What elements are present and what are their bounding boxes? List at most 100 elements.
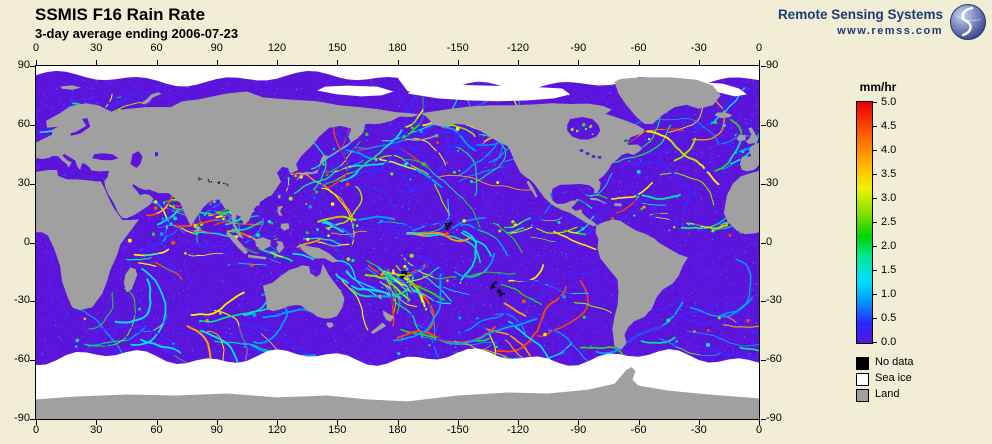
lon-tick-label-bottom: 120	[267, 424, 287, 436]
lon-tick-label-top: -120	[506, 42, 530, 54]
lat-tick-label-left: -90	[14, 412, 30, 424]
lat-tick-label-left: -30	[14, 294, 30, 307]
lon-tick-label-bottom: -150	[446, 424, 469, 436]
colorbar-tick-label: 0.5	[881, 312, 897, 324]
lat-tick-mark-right	[761, 184, 766, 185]
lat-tick-label-left: -60	[14, 353, 30, 366]
colorbar-tick-mark	[873, 198, 877, 199]
lon-tick-label-top: 90	[210, 42, 223, 54]
colorbar-tick-label: 3.0	[881, 192, 897, 204]
lon-tick-mark-bottom	[458, 420, 459, 425]
lat-tick-mark-right	[761, 419, 766, 420]
colorbar-tick-label: 2.5	[881, 216, 897, 228]
colorbar-tick-label: 1.5	[881, 264, 897, 276]
colorbar-tick-label: 2.0	[881, 240, 897, 252]
lon-tick-mark-bottom	[518, 420, 519, 425]
lon-tick-mark-top	[759, 60, 760, 65]
lat-tick-label-right: 0	[766, 235, 773, 248]
lon-tick-label-top: 120	[267, 42, 287, 54]
lon-tick-label-top: -90	[570, 42, 587, 54]
colorbar-tick-mark	[873, 102, 877, 103]
lon-tick-label-top: 0	[755, 42, 763, 54]
lon-tick-mark-top	[639, 60, 640, 65]
org-url-link[interactable]: www.remss.com	[837, 25, 943, 37]
lon-tick-mark-top	[277, 60, 278, 65]
remss-globe-logo-icon	[950, 4, 986, 40]
colorbar-tick-label: 4.5	[881, 120, 897, 132]
lon-tick-mark-top	[699, 60, 700, 65]
lat-tick-label-right: 60	[766, 117, 779, 130]
colorbar-tick-mark	[873, 126, 877, 127]
lat-tick-label-right: -30	[766, 294, 782, 307]
legend-label: Land	[875, 388, 900, 400]
org-name: Remote Sensing Systems	[777, 7, 943, 22]
lon-tick-mark-bottom	[759, 420, 760, 425]
lon-tick-label-bottom: -120	[506, 424, 530, 436]
lat-tick-mark-left	[30, 184, 35, 185]
lat-tick-mark-right	[761, 360, 766, 361]
lon-tick-label-top: 60	[150, 42, 163, 54]
lon-tick-label-bottom: -90	[570, 424, 587, 436]
lon-tick-mark-bottom	[578, 420, 579, 425]
lon-tick-mark-top	[337, 60, 338, 65]
rain-rate-world-map	[35, 65, 760, 420]
colorbar-tick-mark	[873, 342, 877, 343]
lon-tick-mark-bottom	[277, 420, 278, 425]
colorbar-tick-label: 4.0	[881, 144, 897, 156]
colorbar-tick-label: 0.0	[881, 336, 897, 348]
colorbar-gradient	[856, 101, 873, 344]
colorbar-tick-mark	[873, 246, 877, 247]
lon-tick-mark-bottom	[157, 420, 158, 425]
lon-tick-label-bottom: 0	[755, 424, 763, 436]
lon-tick-label-bottom: 0	[32, 424, 40, 436]
lon-tick-label-top: 150	[328, 42, 347, 54]
colorbar-tick-mark	[873, 318, 877, 319]
colorbar-tick-mark	[873, 174, 877, 175]
lat-tick-label-left: 0	[23, 235, 30, 248]
colorbar-tick-mark	[873, 222, 877, 223]
lon-tick-label-top: -30	[690, 42, 707, 54]
lat-tick-mark-left	[30, 66, 35, 67]
lon-tick-mark-top	[36, 60, 37, 65]
legend-swatch-sea-ice	[856, 373, 869, 386]
colorbar-tick-mark	[873, 270, 877, 271]
legend-label: No data	[875, 356, 914, 368]
lat-tick-label-left: 90	[17, 59, 30, 71]
lat-tick-label-right: 30	[766, 176, 779, 189]
lon-tick-label-top: 0	[32, 42, 40, 54]
lon-tick-label-bottom: 90	[210, 424, 223, 436]
lon-tick-label-top: -60	[630, 42, 647, 54]
colorbar-tick-mark	[873, 150, 877, 151]
lat-tick-label-right: 90	[766, 59, 779, 71]
legend-label: Sea ice	[875, 372, 912, 384]
lon-tick-mark-bottom	[337, 420, 338, 425]
lon-tick-label-bottom: 60	[150, 424, 163, 436]
lon-tick-mark-bottom	[36, 420, 37, 425]
lon-tick-mark-top	[398, 60, 399, 65]
lon-tick-mark-bottom	[699, 420, 700, 425]
lon-tick-label-top: 30	[90, 42, 103, 54]
lat-tick-mark-left	[30, 360, 35, 361]
lon-tick-mark-bottom	[217, 420, 218, 425]
lon-tick-mark-top	[157, 60, 158, 65]
lat-tick-label-left: 30	[17, 176, 30, 189]
lon-tick-mark-bottom	[398, 420, 399, 425]
lon-tick-label-top: -150	[446, 42, 469, 54]
lon-tick-label-bottom: 30	[90, 424, 103, 436]
lon-tick-mark-top	[518, 60, 519, 65]
lon-tick-mark-top	[217, 60, 218, 65]
lon-tick-label-top: 180	[388, 42, 407, 54]
colorbar-tick-mark	[873, 294, 877, 295]
lon-tick-label-bottom: 180	[388, 424, 407, 436]
lat-tick-mark-left	[30, 125, 35, 126]
page-title: SSMIS F16 Rain Rate	[35, 5, 206, 24]
lat-tick-mark-right	[761, 125, 766, 126]
lon-tick-label-bottom: -30	[690, 424, 707, 436]
lon-tick-label-bottom: -60	[630, 424, 647, 436]
lat-tick-mark-left	[30, 243, 35, 244]
lat-tick-label-left: 60	[17, 117, 30, 130]
lon-tick-label-bottom: 150	[328, 424, 347, 436]
colorbar-tick-label: 5.0	[881, 96, 897, 108]
page-subtitle: 3-day average ending 2006-07-23	[35, 26, 239, 41]
